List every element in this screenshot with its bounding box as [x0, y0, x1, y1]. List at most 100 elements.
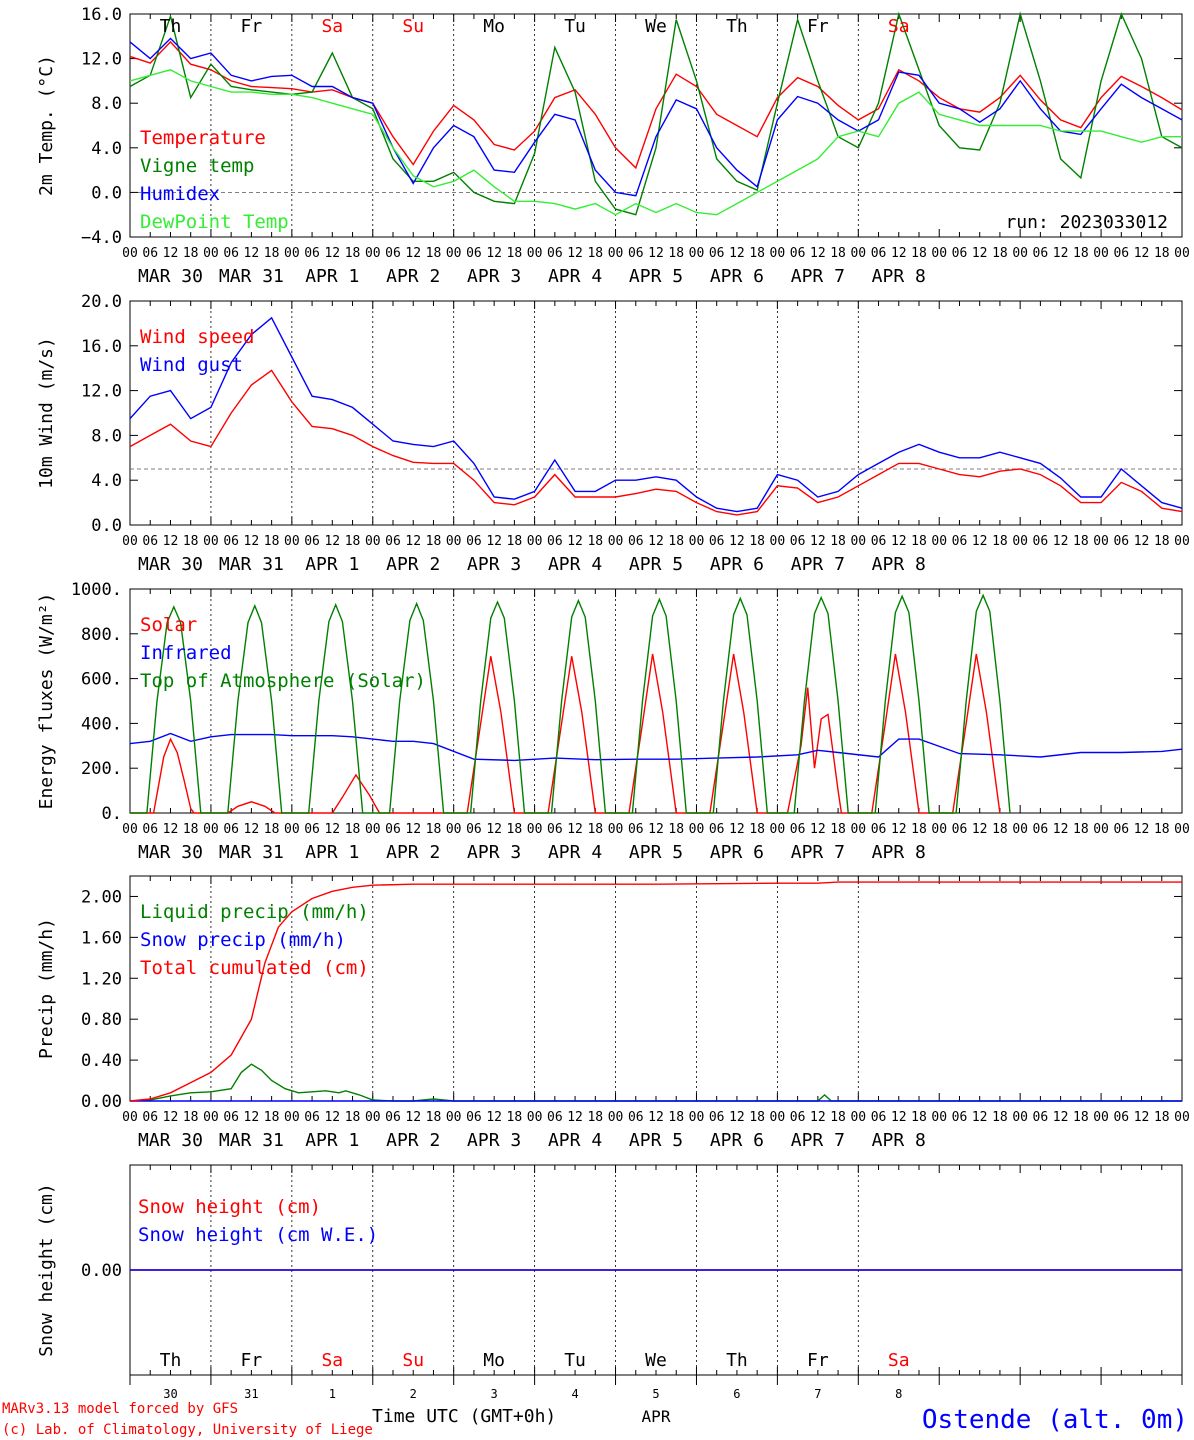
y-tick-label: 200.: [81, 759, 122, 779]
hour-tick-label: 18: [992, 1110, 1008, 1125]
hour-tick-label: 18: [1073, 1110, 1089, 1125]
date-label: APR 3: [467, 1130, 521, 1151]
hour-tick-label: 12: [1053, 246, 1069, 261]
panel-frame: [129, 300, 1183, 526]
hour-tick-label: 00: [203, 1110, 219, 1125]
date-label: APR 4: [548, 1130, 602, 1151]
series-line-top-of-atmosphere-solar: [130, 593, 1011, 814]
hour-tick-label: 12: [405, 822, 421, 837]
hour-tick-label: 18: [507, 1110, 523, 1125]
hour-tick-label: 12: [972, 534, 988, 549]
legend-entry: DewPoint Temp: [140, 211, 289, 233]
hour-tick-label: 00: [284, 822, 300, 837]
hour-tick-label: 18: [345, 246, 361, 261]
series-line-infrared: [129, 732, 1183, 762]
legend-entry: Snow precip (mm/h): [140, 929, 346, 951]
hour-tick-label: 00: [446, 534, 462, 549]
hour-tick-label: 06: [709, 1110, 725, 1125]
hour-tick-label: 06: [1113, 1110, 1129, 1125]
hour-tick-label: 18: [587, 822, 603, 837]
bottom-day-label: Mo: [483, 1350, 505, 1371]
day-label: Tu: [564, 16, 586, 37]
hour-tick-label: 12: [163, 534, 179, 549]
hour-tick-label: 18: [911, 1110, 927, 1125]
hour-tick-label: 06: [466, 246, 482, 261]
hour-tick-label: 06: [709, 246, 725, 261]
hour-tick-label: 06: [871, 246, 887, 261]
hour-tick-label: 18: [183, 246, 199, 261]
hour-tick-label: 06: [871, 534, 887, 549]
hour-tick-label: 12: [324, 822, 340, 837]
hour-tick-label: 18: [668, 246, 684, 261]
hour-tick-label: 06: [628, 822, 644, 837]
hour-tick-label: 00: [770, 1110, 786, 1125]
hour-tick-label: 12: [405, 246, 421, 261]
y-tick-label: 0.00: [81, 1092, 122, 1112]
date-label: APR 6: [710, 842, 764, 863]
hour-tick-label: 00: [689, 822, 705, 837]
hour-tick-label: 12: [567, 1110, 583, 1125]
hour-tick-label: 12: [648, 246, 664, 261]
hour-tick-label: 00: [850, 246, 866, 261]
hour-tick-label: 12: [810, 822, 826, 837]
hour-tick-label: 12: [1134, 246, 1150, 261]
hour-tick-label: 12: [324, 1110, 340, 1125]
legend-entry: Top of Atmosphere (Solar): [140, 670, 426, 692]
hour-tick-label: 06: [466, 1110, 482, 1125]
hour-tick-label: 00: [122, 246, 138, 261]
hour-tick-label: 00: [850, 1110, 866, 1125]
y-tick-label: 1000.: [71, 580, 122, 600]
y-tick-label: 2.00: [81, 887, 122, 907]
hour-tick-label: 06: [385, 822, 401, 837]
hour-tick-label: 00: [527, 246, 543, 261]
hour-tick-label: 18: [426, 822, 442, 837]
legend-entry: Snow height (cm): [138, 1196, 321, 1218]
bottom-day-number: 7: [814, 1387, 821, 1401]
hour-tick-label: 18: [668, 1110, 684, 1125]
hour-tick-label: 06: [142, 246, 158, 261]
hour-tick-label: 12: [405, 534, 421, 549]
series-line-temperature: [129, 40, 1183, 170]
hour-tick-label: 18: [183, 1110, 199, 1125]
hour-tick-label: 06: [385, 1110, 401, 1125]
hour-tick-label: 18: [345, 534, 361, 549]
hour-tick-label: 12: [163, 1110, 179, 1125]
hour-tick-label: 12: [163, 822, 179, 837]
bottom-day-number: 3: [491, 1387, 498, 1401]
legend-entry: Vigne temp: [140, 155, 254, 177]
hour-tick-label: 18: [830, 534, 846, 549]
date-label: APR 7: [791, 554, 845, 575]
hour-tick-label: 18: [345, 1110, 361, 1125]
hour-tick-label: 18: [507, 534, 523, 549]
y-tick-label: 0.80: [81, 1010, 122, 1030]
y-tick-label: 20.0: [81, 292, 122, 312]
run-annotation: run: 2023033012: [1005, 212, 1168, 233]
hour-tick-label: 06: [628, 246, 644, 261]
hour-tick-label: 06: [304, 1110, 320, 1125]
legend-entry: Liquid precip (mm/h): [140, 901, 369, 923]
hour-tick-label: 00: [284, 246, 300, 261]
station-label: Ostende (alt. 0m): [922, 1405, 1188, 1435]
hour-tick-label: 06: [709, 822, 725, 837]
hour-tick-label: 06: [385, 246, 401, 261]
hour-tick-label: 12: [405, 1110, 421, 1125]
date-label: APR 1: [305, 1130, 359, 1151]
hour-tick-label: 18: [911, 534, 927, 549]
date-label: APR 6: [710, 554, 764, 575]
hour-tick-label: 06: [1033, 534, 1049, 549]
footer-model-credit: MARv3.13 model forced by GFS: [2, 1401, 238, 1417]
hour-tick-label: 18: [587, 1110, 603, 1125]
hour-tick-label: 00: [1093, 1110, 1109, 1125]
hour-tick-label: 18: [1154, 534, 1170, 549]
hour-tick-label: 00: [608, 822, 624, 837]
date-label: APR 4: [548, 266, 602, 287]
hour-tick-label: 18: [992, 534, 1008, 549]
legend-entry: Humidex: [140, 183, 220, 205]
hour-tick-label: 18: [749, 1110, 765, 1125]
hour-tick-label: 00: [1093, 534, 1109, 549]
hour-tick-label: 00: [689, 1110, 705, 1125]
hour-tick-label: 00: [1174, 822, 1190, 837]
hour-tick-label: 06: [952, 534, 968, 549]
y-tick-label: 1.20: [81, 969, 122, 989]
